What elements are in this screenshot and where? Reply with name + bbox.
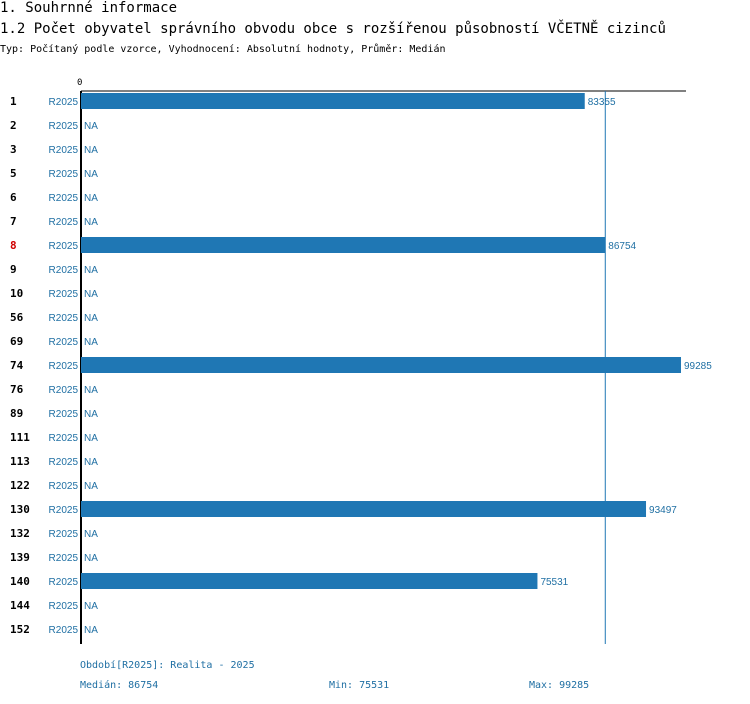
data-label: NA [84, 409, 98, 420]
data-label: NA [84, 385, 98, 396]
data-label: NA [84, 265, 98, 276]
series-label: R2025 [49, 361, 79, 372]
data-label: 93497 [649, 505, 677, 516]
category-label: 2 [10, 119, 17, 132]
footer-period: Období[R2025]: Realita - 2025 [80, 660, 255, 671]
data-label: 99285 [684, 361, 712, 372]
series-label: R2025 [49, 289, 79, 300]
series-label: R2025 [49, 217, 79, 228]
section-title: 1. Souhrnné informace [0, 0, 178, 16]
footer-median: Medián: 86754 [80, 680, 159, 691]
series-label: R2025 [49, 553, 79, 564]
series-label: R2025 [49, 625, 79, 636]
category-label: 56 [10, 311, 24, 324]
category-label: 5 [10, 167, 17, 180]
category-label: 1 [10, 95, 17, 108]
category-label: 113 [10, 455, 30, 468]
series-label: R2025 [49, 337, 79, 348]
data-label: NA [84, 121, 98, 132]
series-label: R2025 [49, 121, 79, 132]
data-label: NA [84, 457, 98, 468]
series-label: R2025 [49, 481, 79, 492]
category-label: 140 [10, 575, 30, 588]
category-label: 130 [10, 503, 30, 516]
category-label: 76 [10, 383, 24, 396]
data-label: NA [84, 481, 98, 492]
series-label: R2025 [49, 313, 79, 324]
category-label: 3 [10, 143, 17, 156]
data-label: NA [84, 169, 98, 180]
series-label: R2025 [49, 409, 79, 420]
category-label: 132 [10, 527, 30, 540]
category-label: 89 [10, 407, 23, 420]
data-label: NA [84, 289, 98, 300]
series-label: R2025 [49, 193, 79, 204]
footer-max: Max: 99285 [529, 680, 590, 691]
category-label: 152 [10, 623, 30, 636]
series-label: R2025 [49, 457, 79, 468]
category-label: 74 [10, 359, 24, 372]
x-tick-label: 0 [77, 78, 82, 88]
data-label: NA [84, 313, 98, 324]
series-label: R2025 [49, 97, 79, 108]
bar [81, 93, 585, 109]
data-label: NA [84, 433, 98, 444]
bar [81, 501, 647, 517]
series-label: R2025 [49, 577, 79, 588]
category-label: 69 [10, 335, 23, 348]
data-label: 86754 [608, 241, 636, 252]
category-label: 6 [10, 191, 17, 204]
data-label: NA [84, 193, 98, 204]
series-label: R2025 [49, 505, 79, 516]
chart-title: 1.2 Počet obyvatel správního obvodu obce… [0, 21, 666, 37]
series-label: R2025 [49, 529, 79, 540]
category-label: 139 [10, 551, 30, 564]
data-label: 75531 [540, 577, 568, 588]
bar [81, 573, 538, 589]
series-label: R2025 [49, 601, 79, 612]
series-label: R2025 [49, 433, 79, 444]
data-label: NA [84, 337, 98, 348]
data-label: NA [84, 529, 98, 540]
series-label: R2025 [49, 169, 79, 180]
data-label: NA [84, 625, 98, 636]
category-label: 111 [10, 431, 30, 444]
data-label: 83355 [588, 97, 616, 108]
series-label: R2025 [49, 241, 79, 252]
data-label: NA [84, 145, 98, 156]
data-label: NA [84, 217, 98, 228]
data-label: NA [84, 553, 98, 564]
chart-subtitle: Typ: Počítaný podle vzorce, Vyhodnocení:… [0, 44, 446, 55]
data-label: NA [84, 601, 98, 612]
bar [81, 357, 681, 373]
category-label: 9 [10, 263, 17, 276]
category-label: 7 [10, 215, 17, 228]
footer-min: Min: 75531 [329, 680, 390, 691]
category-label: 10 [10, 287, 23, 300]
series-label: R2025 [49, 265, 79, 276]
category-label: 144 [10, 599, 30, 612]
series-label: R2025 [49, 385, 79, 396]
series-label: R2025 [49, 145, 79, 156]
bar [81, 237, 606, 253]
category-label: 122 [10, 479, 30, 492]
category-label: 8 [10, 239, 17, 252]
